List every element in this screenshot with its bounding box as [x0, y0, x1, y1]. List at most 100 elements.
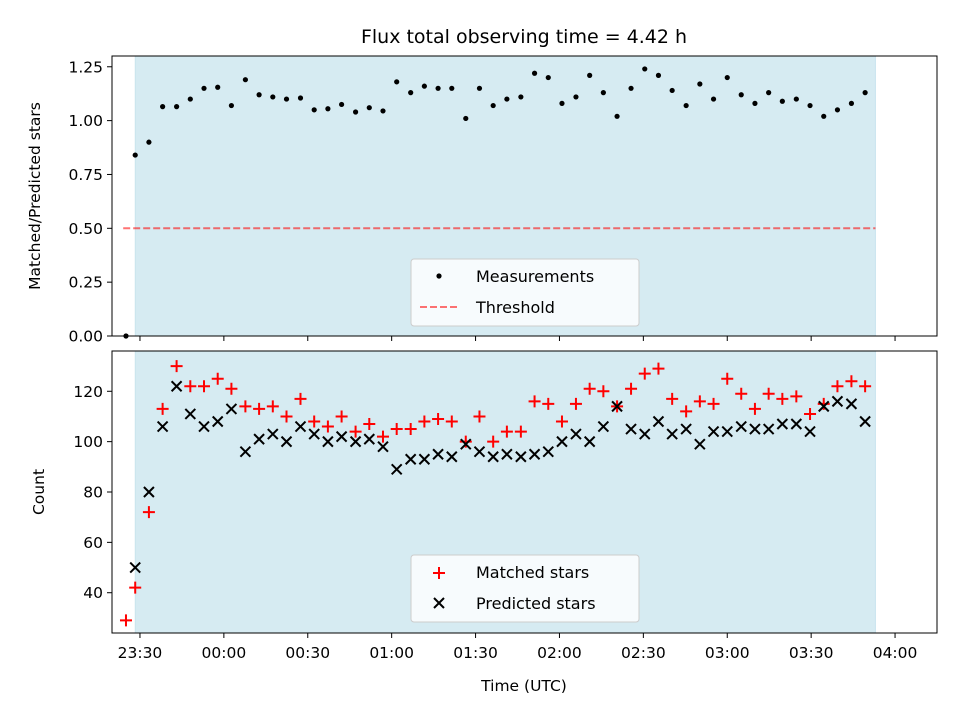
predicted-star-point [666, 428, 678, 440]
predicted-star-point [790, 418, 803, 430]
predicted-star-point [611, 400, 623, 413]
predicted-star-point [143, 486, 155, 498]
matched-star-point [459, 435, 472, 448]
predicted-star-point [225, 403, 238, 415]
matched-star-point [583, 382, 596, 395]
y-tick-label: 0.50 [68, 220, 103, 238]
predicted-star-point [267, 428, 279, 440]
bottom-y-ticks: 40 60 80 100 120 [73, 383, 112, 602]
matched-star-point [170, 360, 183, 373]
matched-star-point [707, 397, 720, 410]
measurement-point [366, 105, 372, 111]
matched-star-point [680, 405, 693, 418]
matched-star-point [253, 402, 266, 415]
matched-star-point [445, 415, 458, 428]
predicted-star-point [349, 435, 362, 448]
matched-star-point [321, 420, 334, 433]
predicted-star-point [845, 398, 858, 410]
measurement-point [848, 100, 855, 106]
bottom-x-label: Time (UTC) [480, 677, 567, 695]
matched-star-point [418, 415, 431, 428]
matched-star-point [721, 372, 734, 385]
measurement-point [614, 113, 620, 119]
matched-star-point [280, 410, 293, 423]
x-tick-label: 01:30 [453, 644, 498, 662]
predicted-star-point [501, 448, 513, 460]
measurement-point [587, 72, 593, 78]
predicted-star-point [859, 415, 871, 428]
measurement-point [174, 104, 180, 110]
matched-star-point [831, 380, 844, 393]
bottom-axes-frame [111, 350, 938, 634]
predicted-star-point [460, 438, 472, 450]
bottom-panel: 40 60 80 100 120 23:30 00:00 00:30 01:00 01:30 02… [30, 350, 938, 695]
matched-star-point [184, 380, 197, 393]
legend-measurements-marker [436, 273, 442, 279]
predicted-star-point [487, 451, 499, 463]
x-tick-label: 03:30 [789, 644, 834, 662]
predicted-star-point [308, 428, 320, 440]
matched-star-point [129, 581, 142, 594]
matched-star-point [349, 425, 362, 438]
measurement-point [408, 90, 414, 96]
matched-star-point [625, 382, 638, 395]
measurement-point [228, 102, 235, 109]
predicted-star-point [156, 420, 169, 433]
y-tick-label: 0.25 [68, 274, 103, 292]
predicted-star-point [294, 420, 307, 433]
measurement-point [490, 102, 496, 109]
matched-star-point [390, 423, 403, 436]
measurement-point [752, 100, 758, 106]
predicted-star-point [432, 448, 444, 460]
matched-star-point [597, 385, 610, 398]
matched-star-point [693, 395, 706, 408]
matched-star-point [473, 410, 486, 423]
matched-star-point [748, 402, 761, 415]
x-tick-label: 23:30 [118, 644, 163, 662]
predicted-star-point [515, 451, 527, 463]
predicted-star-point [239, 446, 252, 458]
predicted-star-point [776, 418, 789, 430]
measurement-point [463, 115, 469, 122]
measurement-point [628, 85, 634, 91]
matched-star-point [119, 614, 132, 627]
matched-star-point [198, 380, 211, 393]
predicted-star-point [570, 428, 582, 440]
predicted-star-point [528, 448, 541, 460]
matched-star-point [804, 407, 817, 420]
matched-star-point [376, 430, 389, 443]
predicted-star-point [625, 423, 637, 435]
measurement-point [435, 85, 441, 91]
measurement-point [518, 94, 524, 100]
y-tick-label: 120 [73, 383, 103, 401]
top-y-label: Matched/Predicted stars [26, 102, 44, 290]
measurement-point [821, 113, 827, 119]
top-y-ticks: 0.00 0.25 0.50 0.75 1.00 1.25 [68, 58, 112, 346]
predicted-star-point [652, 415, 665, 428]
predicted-star-point [404, 453, 417, 465]
x-tick-label: 04:00 [873, 644, 918, 662]
matched-star-point [762, 387, 775, 400]
measurement-point [270, 94, 276, 100]
matched-star-point [790, 390, 803, 403]
matched-star-point [776, 392, 789, 405]
measurement-point [297, 95, 304, 101]
matched-star-point [294, 392, 307, 405]
matched-star-point [142, 506, 155, 519]
legend-predicted-marker [433, 597, 445, 609]
predicted-star-points [129, 380, 871, 574]
bottom-legend-box [410, 554, 640, 623]
predicted-star-point [184, 408, 197, 420]
measurement-point [862, 90, 868, 96]
top-legend-box [410, 258, 640, 327]
y-tick-label: 1.25 [68, 58, 103, 76]
predicted-star-point [694, 438, 706, 450]
matched-star-point [569, 397, 582, 410]
x-tick-label: 03:00 [705, 644, 750, 662]
y-tick-label: 0.75 [68, 166, 103, 184]
measurement-point [834, 107, 841, 113]
measurement-point [242, 77, 248, 83]
measurement-point [421, 83, 427, 89]
measurement-points [123, 66, 868, 339]
measurement-point [710, 96, 717, 102]
